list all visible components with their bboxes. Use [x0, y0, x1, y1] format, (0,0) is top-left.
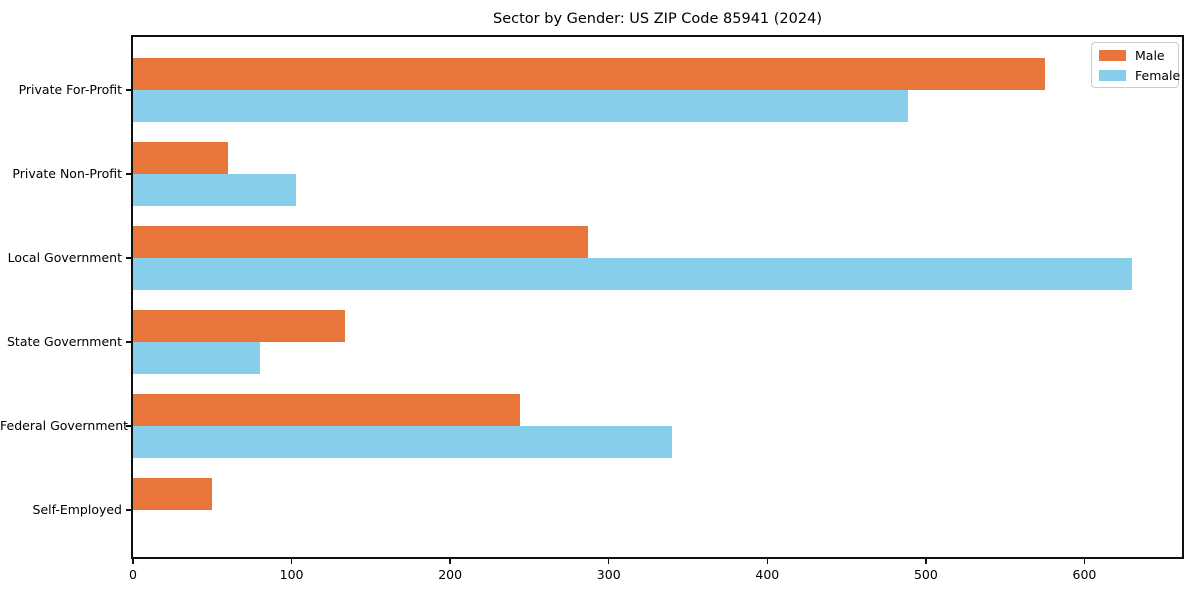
legend-item-female: Female [1099, 67, 1181, 83]
bar-female-private-non-profit [133, 174, 297, 206]
y-tick-mark [126, 257, 131, 259]
x-tick-label: 0 [129, 567, 137, 582]
legend-swatch-male [1099, 49, 1126, 61]
legend-label-male: Male [1135, 47, 1165, 63]
bar-female-local-government [133, 258, 1133, 290]
bar-male-self-employed [133, 478, 213, 510]
y-tick-label: Federal Government [0, 418, 129, 433]
x-tick-label: 300 [596, 567, 621, 582]
y-tick-mark [126, 173, 131, 175]
bar-female-federal-government [133, 426, 673, 458]
bar-male-private-for-profit [133, 58, 1045, 90]
bar-male-federal-government [133, 394, 520, 426]
legend-label-female: Female [1135, 67, 1181, 83]
y-tick-mark [126, 341, 131, 343]
y-tick-label: State Government [6, 334, 122, 349]
bar-male-private-non-profit [133, 142, 229, 174]
x-tick-label: 400 [755, 567, 780, 582]
y-tick-label: Private For-Profit [18, 82, 122, 97]
bar-female-state-government [133, 342, 260, 374]
x-tick-label: 500 [913, 567, 938, 582]
legend-item-male: Male [1099, 48, 1178, 63]
x-tick-mark [132, 559, 134, 564]
bar-female-private-for-profit [133, 90, 909, 122]
y-tick-label: Self-Employed [32, 502, 122, 517]
x-tick-mark [766, 559, 769, 564]
x-tick-mark [449, 559, 451, 564]
x-tick-label: 600 [1072, 567, 1097, 582]
x-tick-label: 200 [438, 567, 463, 582]
bar-male-local-government [133, 226, 589, 258]
x-tick-mark [607, 559, 610, 564]
y-tick-mark [126, 509, 131, 511]
legend: Male Female [1091, 42, 1181, 88]
x-tick-mark [1083, 559, 1086, 564]
y-tick-label: Local Government [7, 250, 122, 265]
x-tick-mark [290, 559, 293, 564]
x-tick-label: 100 [279, 567, 304, 582]
bar-male-state-government [133, 310, 346, 342]
y-tick-mark [126, 425, 131, 427]
plot-area [131, 35, 1184, 559]
legend-swatch-female [1099, 69, 1126, 81]
y-tick-mark [126, 89, 131, 91]
chart-title: Sector by Gender: US ZIP Code 85941 (202… [493, 11, 822, 27]
y-tick-label: Private Non-Profit [12, 166, 122, 181]
x-tick-mark [925, 559, 927, 564]
